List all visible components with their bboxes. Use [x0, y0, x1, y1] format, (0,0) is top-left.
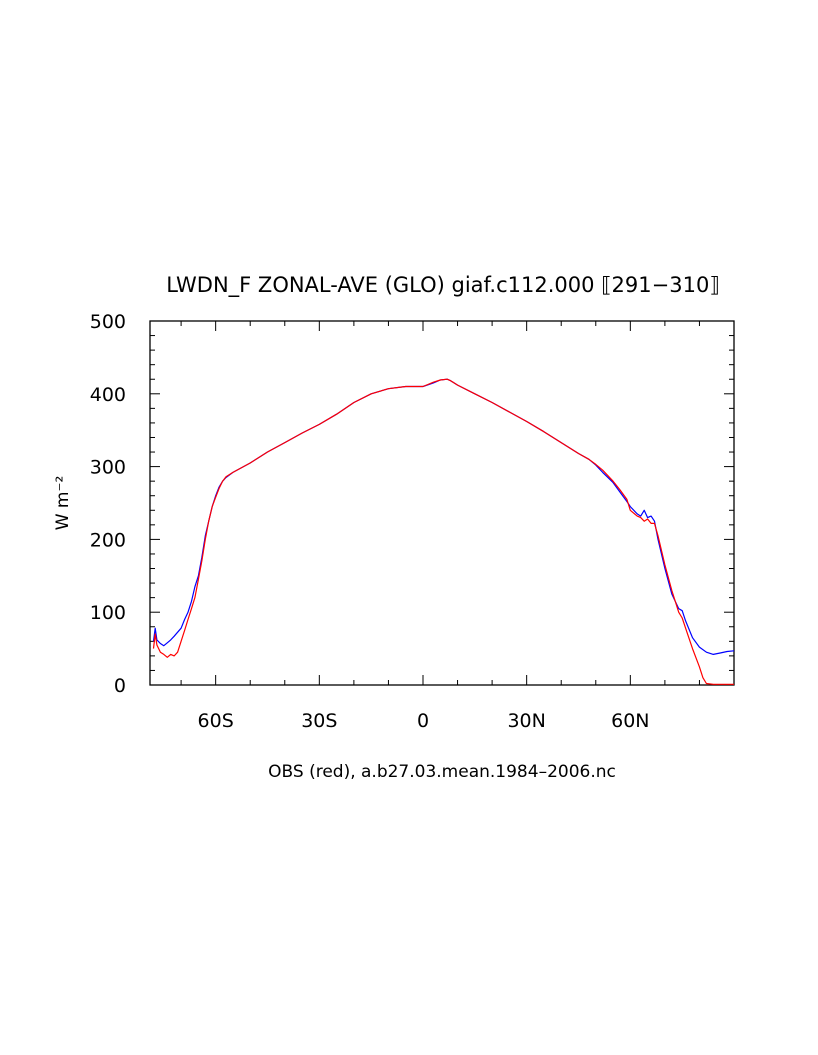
x-axis-label: OBS (red), a.b27.03.mean.1984–2006.nc	[268, 762, 616, 782]
red-series-line	[152, 378, 734, 685]
y-tick-label: 0	[114, 675, 126, 697]
x-tick-label: 60N	[611, 710, 649, 732]
y-tick-label: 100	[90, 602, 126, 624]
blue-series-line	[152, 378, 735, 656]
x-tick-label: 0	[417, 710, 429, 732]
y-tick-label: 300	[90, 457, 126, 479]
x-tick-label: 30N	[507, 710, 545, 732]
y-tick-label: 500	[90, 311, 126, 333]
axis-ticks: 0 100 200 300 400 500 60S 30S 0 30N 60N	[90, 311, 734, 732]
series-lines	[152, 378, 735, 685]
y-tick-label: 200	[90, 529, 126, 551]
chart-title: LWDN_F ZONAL-AVE (GLO) giaf.c112.000 ⟦29…	[166, 273, 719, 298]
plot-frame	[149, 320, 735, 686]
y-axis-label: W m⁻²	[53, 476, 73, 531]
x-tick-label: 30S	[301, 710, 337, 732]
y-tick-label: 400	[90, 384, 126, 406]
x-tick-label: 60S	[198, 710, 234, 732]
